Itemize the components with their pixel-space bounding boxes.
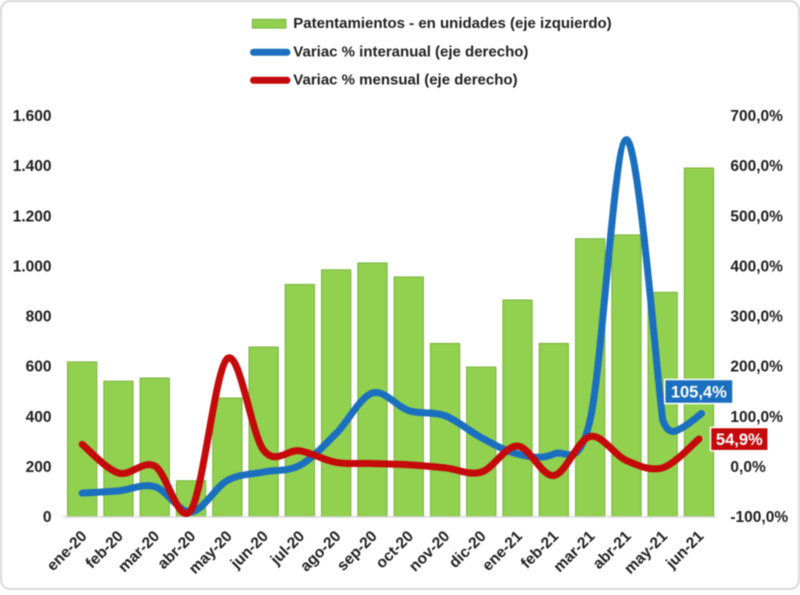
svg-text:105,4%: 105,4%: [671, 384, 727, 402]
svg-text:1.400: 1.400: [13, 158, 52, 175]
svg-text:200: 200: [26, 459, 52, 476]
svg-text:100,0%: 100,0%: [730, 409, 783, 426]
svg-text:400,0%: 400,0%: [730, 258, 783, 275]
svg-text:200,0%: 200,0%: [730, 359, 783, 376]
svg-text:0: 0: [43, 509, 52, 526]
svg-text:Patentamientos - en unidades (: Patentamientos - en unidades (eje izquie…: [293, 15, 611, 32]
svg-text:54,9%: 54,9%: [716, 431, 763, 449]
svg-text:700,0%: 700,0%: [730, 108, 783, 125]
svg-text:1.200: 1.200: [13, 208, 52, 225]
svg-text:0,0%: 0,0%: [730, 459, 766, 476]
svg-text:800: 800: [26, 309, 52, 326]
svg-text:500,0%: 500,0%: [730, 208, 783, 225]
svg-text:1.600: 1.600: [13, 108, 52, 125]
svg-text:Variac % mensual (eje derecho): Variac % mensual (eje derecho): [293, 72, 517, 89]
svg-text:600: 600: [26, 359, 52, 376]
svg-text:-100,0%: -100,0%: [730, 509, 788, 526]
svg-text:600,0%: 600,0%: [730, 158, 783, 175]
svg-text:1.000: 1.000: [13, 258, 52, 275]
svg-text:300,0%: 300,0%: [730, 309, 783, 326]
svg-text:400: 400: [26, 409, 52, 426]
svg-text:Variac % interanual (eje derec: Variac % interanual (eje derecho): [293, 43, 528, 60]
